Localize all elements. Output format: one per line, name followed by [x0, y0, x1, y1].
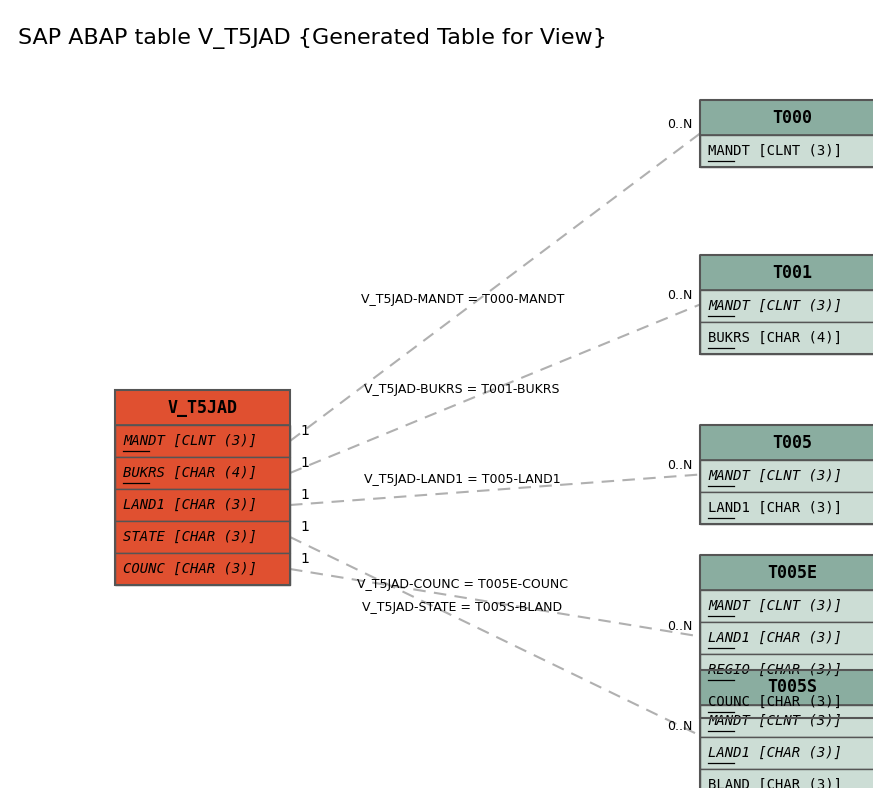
Bar: [700, 705, 873, 737]
Text: MANDT [CLNT (3)]: MANDT [CLNT (3)]: [708, 469, 842, 483]
Bar: [700, 255, 873, 354]
Bar: [700, 590, 873, 622]
Bar: [115, 390, 290, 585]
Bar: [700, 100, 873, 135]
Text: BUKRS [CHAR (4)]: BUKRS [CHAR (4)]: [123, 466, 257, 480]
Text: LAND1 [CHAR (3)]: LAND1 [CHAR (3)]: [708, 746, 842, 760]
Text: V_T5JAD-LAND1 = T005-LAND1: V_T5JAD-LAND1 = T005-LAND1: [364, 473, 560, 486]
Bar: [700, 737, 873, 769]
Text: COUNC [CHAR (3)]: COUNC [CHAR (3)]: [708, 695, 842, 709]
Text: T000: T000: [773, 109, 813, 127]
Bar: [700, 322, 873, 354]
Text: REGIO [CHAR (3)]: REGIO [CHAR (3)]: [708, 663, 842, 677]
Text: MANDT [CLNT (3)]: MANDT [CLNT (3)]: [708, 144, 842, 158]
Text: T005: T005: [773, 433, 813, 452]
Bar: [700, 460, 873, 492]
Text: 1: 1: [300, 552, 309, 566]
Text: V_T5JAD-MANDT = T000-MANDT: V_T5JAD-MANDT = T000-MANDT: [361, 293, 564, 306]
Text: MANDT [CLNT (3)]: MANDT [CLNT (3)]: [123, 434, 257, 448]
Text: BLAND [CHAR (3)]: BLAND [CHAR (3)]: [708, 778, 842, 788]
Text: LAND1 [CHAR (3)]: LAND1 [CHAR (3)]: [708, 631, 842, 645]
Bar: [115, 457, 290, 489]
Text: V_T5JAD-STATE = T005S-BLAND: V_T5JAD-STATE = T005S-BLAND: [362, 601, 562, 615]
Bar: [700, 492, 873, 524]
Text: 0..N: 0..N: [667, 620, 692, 634]
Bar: [700, 670, 873, 788]
Text: MANDT [CLNT (3)]: MANDT [CLNT (3)]: [708, 714, 842, 728]
Text: 1: 1: [300, 488, 309, 502]
Text: 1: 1: [300, 520, 309, 534]
Text: MANDT [CLNT (3)]: MANDT [CLNT (3)]: [708, 299, 842, 313]
Text: BUKRS [CHAR (4)]: BUKRS [CHAR (4)]: [708, 331, 842, 345]
Text: SAP ABAP table V_T5JAD {Generated Table for View}: SAP ABAP table V_T5JAD {Generated Table …: [18, 28, 607, 49]
Bar: [115, 390, 290, 425]
Text: T001: T001: [773, 263, 813, 281]
Bar: [700, 654, 873, 686]
Text: V_T5JAD: V_T5JAD: [168, 399, 237, 417]
Text: LAND1 [CHAR (3)]: LAND1 [CHAR (3)]: [708, 501, 842, 515]
Text: COUNC [CHAR (3)]: COUNC [CHAR (3)]: [123, 562, 257, 576]
Bar: [700, 622, 873, 654]
Bar: [700, 670, 873, 705]
Bar: [700, 255, 873, 290]
Bar: [115, 521, 290, 553]
Bar: [700, 100, 873, 167]
Text: LAND1 [CHAR (3)]: LAND1 [CHAR (3)]: [123, 498, 257, 512]
Text: 1: 1: [300, 424, 309, 438]
Bar: [700, 425, 873, 524]
Bar: [115, 553, 290, 585]
Bar: [115, 425, 290, 457]
Text: 0..N: 0..N: [667, 288, 692, 302]
Bar: [700, 555, 873, 590]
Bar: [700, 135, 873, 167]
Text: MANDT [CLNT (3)]: MANDT [CLNT (3)]: [708, 599, 842, 613]
Text: V_T5JAD-BUKRS = T001-BUKRS: V_T5JAD-BUKRS = T001-BUKRS: [364, 383, 560, 396]
Text: STATE [CHAR (3)]: STATE [CHAR (3)]: [123, 530, 257, 544]
Bar: [700, 425, 873, 460]
Text: 0..N: 0..N: [667, 719, 692, 733]
Text: 0..N: 0..N: [667, 117, 692, 131]
Text: T005S: T005S: [767, 678, 817, 697]
Text: T005E: T005E: [767, 563, 817, 582]
Text: V_T5JAD-COUNC = T005E-COUNC: V_T5JAD-COUNC = T005E-COUNC: [357, 578, 567, 591]
Text: 1: 1: [300, 456, 309, 470]
Bar: [700, 686, 873, 718]
Bar: [115, 489, 290, 521]
Bar: [700, 555, 873, 718]
Bar: [700, 769, 873, 788]
Text: 0..N: 0..N: [667, 459, 692, 471]
Bar: [700, 290, 873, 322]
